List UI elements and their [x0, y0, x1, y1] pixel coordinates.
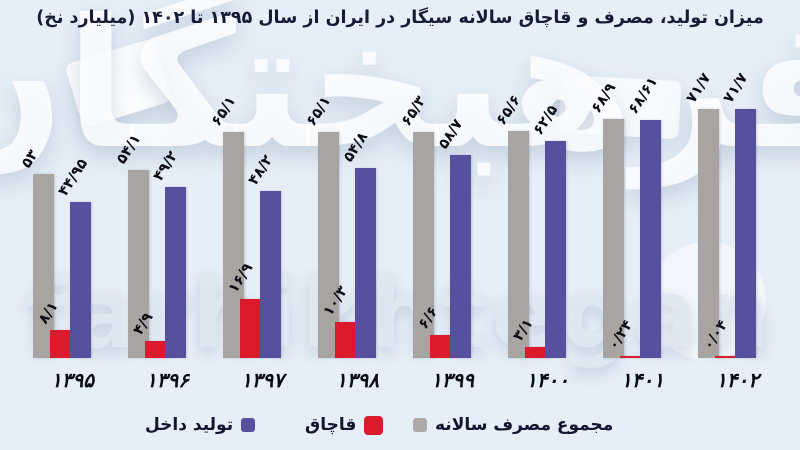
bar-smuggling [620, 356, 643, 358]
bar-value-label: ۴۸/۲ [245, 152, 277, 188]
bar-production [640, 120, 661, 358]
legend-item-smuggling: قاچاق [305, 410, 384, 440]
bar-value-label: ۵۴/۱ [113, 132, 145, 168]
bar-production [355, 168, 376, 358]
bar-value-label: ۶۵/۶ [493, 92, 525, 128]
bar-smuggling [50, 329, 73, 358]
bar-consumption [128, 170, 149, 358]
production-swatch [241, 418, 256, 432]
bar-value-label: ۶۸/۹ [588, 80, 620, 117]
bar-smuggling [430, 335, 453, 358]
bar-value-label: ۶۲/۵ [530, 102, 562, 139]
chart-title: میزان تولید، مصرف و قاچاق سالانه سیگار د… [36, 8, 764, 28]
bar-consumption [33, 174, 54, 358]
bar-production [735, 109, 756, 358]
bar-value-label: ۵۳ [18, 147, 42, 172]
bar-production [165, 187, 186, 358]
bar-value-label: ۷۱/۷ [720, 71, 752, 107]
consumption-swatch [413, 418, 427, 432]
bar-value-label: ۵۸/۷ [435, 116, 467, 152]
x-axis-year-label: ۱۴۰۱ [621, 368, 664, 392]
legend-item-consumption: مجموع مصرف سالانه [413, 410, 613, 440]
bar-smuggling [240, 299, 263, 358]
legend-item-production: تولید داخل [145, 410, 256, 440]
bar-smuggling [145, 341, 168, 358]
bar-value-label: ۷۱/۷ [683, 71, 715, 107]
bar-smuggling [525, 347, 548, 358]
bar-smuggling [335, 322, 358, 358]
bar-consumption [413, 131, 434, 358]
x-axis-year-label: ۱۴۰۲ [716, 368, 759, 392]
x-axis-year-label: ۱۳۹۶ [146, 368, 189, 392]
bar-consumption [318, 132, 339, 358]
bar-production [545, 141, 566, 358]
bar-consumption [508, 130, 529, 358]
x-axis-year-label: ۱۳۹۵ [51, 368, 94, 392]
legend-label-smuggling: قاچاق [305, 415, 357, 435]
bar-value-label: ۴۹/۲ [150, 149, 182, 185]
bar-value-label: ۶۵/۳ [398, 93, 430, 129]
bar-production [70, 202, 91, 358]
legend-label-consumption: مجموع مصرف سالانه [435, 415, 614, 435]
x-axis-year-label: ۱۴۰۰ [526, 368, 569, 392]
bar-consumption [603, 119, 624, 358]
x-axis-year-label: ۱۳۹۹ [431, 368, 474, 392]
legend: تولید داخل قاچاق مجموع مصرف سالانه [0, 410, 800, 446]
x-axis-year-label: ۱۳۹۸ [336, 368, 379, 392]
smuggling-swatch [364, 415, 384, 435]
legend-label-production: تولید داخل [145, 415, 234, 435]
bar-value-label: ۵۴/۸ [340, 129, 372, 166]
x-axis-year-label: ۱۳۹۷ [241, 368, 284, 392]
bar-consumption [223, 132, 244, 358]
bar-value-label: ۶۵/۱ [303, 93, 335, 130]
bar-production [450, 154, 471, 358]
bar-value-label: ۴۴/۹۵ [55, 156, 92, 200]
bar-value-label: ۶۵/۱ [208, 93, 240, 130]
bar-production [260, 190, 281, 358]
bar-value-label: ۶۸/۶۱ [625, 74, 662, 118]
